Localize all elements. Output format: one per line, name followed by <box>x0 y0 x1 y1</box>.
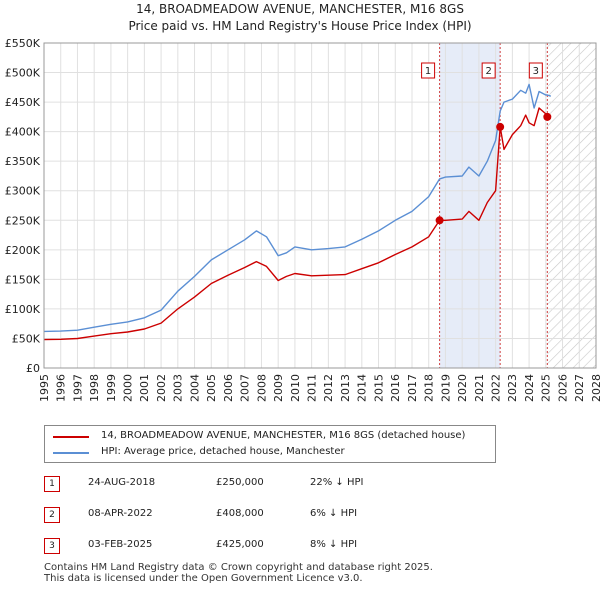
price-chart: £0 £50K £100K £150K £200K £250K £300K £350K £400… <box>5 37 600 402</box>
x-tick-label: 2005 <box>205 374 218 402</box>
legend-property-swatch <box>53 436 89 438</box>
y-tick-label: £550K <box>5 37 41 50</box>
legend-property-label: 14, BROADMEADOW AVENUE, MANCHESTER, M16 … <box>101 430 466 441</box>
x-tick-label: 2027 <box>573 374 586 402</box>
plot-border <box>43 42 597 369</box>
sale-point <box>435 216 444 225</box>
chart-title: 14, BROADMEADOW AVENUE, MANCHESTER, M16 … <box>136 2 464 16</box>
x-tick-label: 2002 <box>155 374 168 402</box>
hpi-line <box>43 83 552 333</box>
x-tick-label: 2021 <box>473 374 486 402</box>
y-tick-label: £250K <box>5 214 41 227</box>
sale-price: £408,000 <box>216 508 264 519</box>
sale-period-shade <box>439 43 501 368</box>
y-tick-label: £350K <box>5 155 41 168</box>
sale-number-badge: 1 <box>44 476 60 492</box>
y-tick-label: £500K <box>5 67 41 80</box>
sale-number-box <box>528 62 543 79</box>
sale-number-badge: 3 <box>44 538 60 554</box>
y-tick-label: £100K <box>5 303 41 316</box>
x-tick-label: 1996 <box>55 374 68 402</box>
x-tick-label: 2023 <box>506 374 519 402</box>
x-tick-label: 2014 <box>356 374 369 402</box>
x-tick-label: 2017 <box>406 374 419 402</box>
legend-hpi-label: HPI: Average price, detached house, Manc… <box>101 446 345 457</box>
x-tick-label: 2016 <box>389 374 402 402</box>
x-tick-label: 1997 <box>71 374 84 402</box>
sale-number-label: 1 <box>425 66 431 77</box>
x-tick-label: 2026 <box>556 374 569 402</box>
y-tick-label: £450K <box>5 96 41 109</box>
x-tick-label: 2025 <box>540 374 553 402</box>
x-tick-label: 2012 <box>322 374 335 402</box>
sale-price: £250,000 <box>216 477 264 488</box>
sale-number-box <box>481 62 496 79</box>
y-tick-label: £150K <box>5 273 41 286</box>
x-tick-label: 1999 <box>105 374 118 402</box>
plot-area <box>44 43 596 368</box>
x-tick-label: 2019 <box>439 374 452 402</box>
chart-subtitle: Price paid vs. HM Land Registry's House … <box>128 19 472 33</box>
x-tick-label: 2010 <box>289 374 302 402</box>
forecast-hatch <box>547 43 596 368</box>
x-tick-label: 2008 <box>255 374 268 402</box>
sale-number-label: 2 <box>485 66 491 77</box>
x-tick-label: 2000 <box>121 374 134 402</box>
x-tick-label: 2009 <box>272 374 285 402</box>
x-tick-label: 2004 <box>188 374 201 402</box>
sale-point <box>543 112 552 121</box>
chart-legend: 14, BROADMEADOW AVENUE, MANCHESTER, M16 … <box>44 425 496 463</box>
x-tick-label: 1998 <box>88 374 101 402</box>
sale-number-label: 3 <box>533 66 539 77</box>
sale-price: £425,000 <box>216 539 264 550</box>
sale-point <box>496 122 505 131</box>
sale-number-badge: 2 <box>44 507 60 523</box>
y-tick-label: £0 <box>26 362 40 375</box>
sale-hpi-diff: 22% ↓ HPI <box>310 477 364 488</box>
sale-hpi-diff: 6% ↓ HPI <box>310 508 358 519</box>
x-tick-label: 2024 <box>523 374 536 402</box>
x-tick-label: 2013 <box>339 374 352 402</box>
property-price-line <box>43 107 552 341</box>
x-tick-label: 2001 <box>138 374 151 402</box>
x-tick-label: 2028 <box>590 374 600 402</box>
x-tick-label: 2018 <box>423 374 436 402</box>
footer-copyright: Contains HM Land Registry data © Crown c… <box>44 562 433 573</box>
sale-date: 24-AUG-2018 <box>88 477 156 488</box>
x-tick-label: 2015 <box>372 374 385 402</box>
y-tick-label: £400K <box>5 126 41 139</box>
x-tick-label: 2006 <box>222 374 235 402</box>
sale-hpi-diff: 8% ↓ HPI <box>310 539 358 550</box>
footer-licence: This data is licensed under the Open Gov… <box>44 573 363 584</box>
sale-date: 03-FEB-2025 <box>88 539 153 550</box>
x-tick-label: 1995 <box>38 374 51 402</box>
y-tick-label: £300K <box>5 185 41 198</box>
x-tick-label: 2007 <box>239 374 252 402</box>
x-tick-label: 2011 <box>305 374 318 402</box>
sale-date: 08-APR-2022 <box>88 508 153 519</box>
x-tick-label: 2022 <box>489 374 502 402</box>
sale-number-box <box>421 62 436 79</box>
x-tick-label: 2020 <box>456 374 469 402</box>
legend-hpi-swatch <box>53 452 89 454</box>
y-tick-label: £50K <box>12 332 41 345</box>
y-tick-label: £200K <box>5 244 41 257</box>
x-tick-label: 2003 <box>172 374 185 402</box>
